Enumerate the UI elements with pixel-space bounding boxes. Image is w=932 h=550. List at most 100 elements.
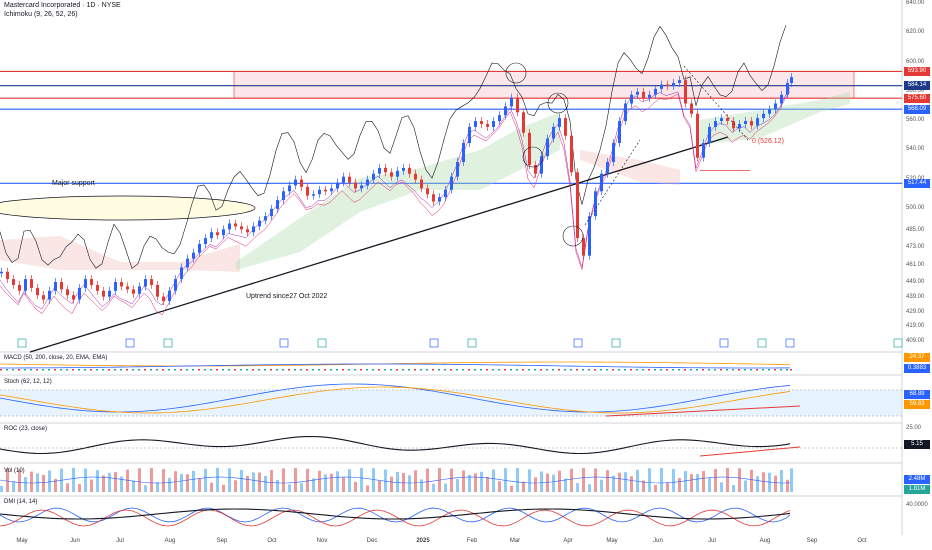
candle-body — [0, 271, 3, 274]
macd-histogram-bar — [330, 369, 332, 371]
price-tick-11: 449.00 — [906, 279, 925, 286]
candle-body — [78, 287, 81, 300]
macd-histogram-bar — [612, 369, 614, 371]
candle-body — [108, 290, 111, 297]
macd-histogram-bar — [516, 369, 518, 371]
macd-histogram-bar — [66, 369, 68, 371]
volume-bar — [498, 481, 501, 492]
candle-body — [654, 88, 657, 95]
macd-histogram-bar — [588, 369, 590, 371]
candle-body — [66, 289, 69, 296]
roc-value: 5.15 — [904, 440, 930, 449]
candle-body — [324, 189, 327, 192]
macd-histogram-bar — [624, 369, 626, 371]
macd-histogram-bar — [420, 369, 422, 371]
macd-histogram-bar — [156, 369, 158, 371]
candle-body — [510, 97, 513, 107]
candle-body — [720, 118, 723, 122]
macd-histogram-bar — [312, 369, 314, 371]
macd-histogram-bar — [210, 369, 212, 371]
candle-body — [774, 103, 777, 110]
volume-bar — [678, 477, 681, 492]
candle-body — [516, 97, 519, 113]
macd-histogram-bar — [366, 369, 368, 371]
candle-body — [594, 191, 597, 217]
candle-body — [468, 126, 471, 144]
candle-body — [726, 118, 729, 122]
highlight-circle-3 — [522, 146, 544, 168]
volume-bar — [516, 468, 519, 492]
candle-body — [702, 143, 705, 158]
macd-histogram-bar — [780, 369, 782, 371]
candle-body — [270, 208, 273, 217]
roc-line — [0, 435, 791, 455]
volume-bar — [570, 468, 573, 492]
event-marker-6 — [467, 338, 477, 348]
candle-body — [570, 135, 573, 173]
volume-bar — [156, 482, 159, 492]
candle-body — [534, 164, 537, 174]
macd-histogram-bar — [480, 369, 482, 371]
macd-histogram-bar — [228, 369, 230, 371]
candle-body — [126, 286, 129, 290]
candle-body — [684, 80, 687, 104]
volume-bar — [90, 479, 93, 492]
volume-bar — [606, 470, 609, 492]
volume-bar — [318, 470, 321, 492]
volume-bar — [420, 479, 423, 492]
macd-histogram-bar — [786, 369, 788, 371]
macd-histogram-bar — [246, 369, 248, 371]
volume-bar — [564, 478, 567, 492]
price-tick-6: 520.00 — [906, 176, 924, 182]
price-tag-3: 568.09 — [904, 104, 930, 114]
dmi-adx — [0, 508, 791, 520]
macd-histogram-bar — [54, 369, 56, 371]
macd-histogram-bar — [114, 369, 116, 371]
macd-histogram-bar — [576, 369, 578, 371]
candle-body — [504, 106, 507, 116]
macd-histogram-bar — [48, 369, 50, 371]
candle-body — [486, 123, 489, 127]
candle-body — [228, 223, 231, 230]
macd-histogram-bar — [708, 369, 710, 371]
candle-body — [462, 143, 465, 163]
volume-bar — [258, 472, 261, 492]
macd-histogram-bar — [72, 369, 74, 371]
lagging-span — [0, 24, 787, 269]
macd-histogram-bar — [204, 369, 206, 371]
event-marker-4 — [317, 338, 327, 348]
chart-title: Mastercard Incorporated · 1D · NYSE — [4, 2, 121, 9]
volume-bar — [42, 474, 45, 492]
macd-histogram-bar — [402, 369, 404, 371]
candle-body — [438, 197, 441, 202]
price-tick-2: 600.00 — [906, 58, 925, 65]
candle-body — [708, 126, 711, 144]
volume-bar — [162, 469, 165, 492]
month-tick-5: Oct — [267, 538, 277, 544]
volume-bar — [780, 470, 783, 492]
macd-histogram-bar — [666, 369, 668, 371]
candle-body — [528, 132, 531, 165]
candle-body — [90, 279, 93, 285]
volume-bar — [300, 482, 303, 492]
volume-bar — [150, 468, 153, 492]
volume-bar — [582, 468, 585, 492]
volume-bar — [744, 480, 747, 492]
candle-body — [426, 188, 429, 195]
candle-body — [480, 121, 483, 124]
highlight-circle-2 — [562, 225, 584, 247]
volume-bar — [714, 468, 717, 492]
candle-body — [576, 172, 579, 239]
price-tick-7: 500.00 — [906, 204, 925, 211]
macd-histogram-bar — [138, 369, 140, 371]
volume-bar — [510, 485, 513, 492]
candle-body — [414, 173, 417, 180]
macd-histogram-bar — [126, 369, 128, 371]
macd-histogram-bar — [474, 369, 476, 371]
candle-body — [456, 162, 459, 177]
macd-histogram-bar — [582, 369, 584, 371]
volume-bar — [66, 483, 69, 492]
volume-bar — [480, 471, 483, 492]
volume-bar — [96, 470, 99, 492]
